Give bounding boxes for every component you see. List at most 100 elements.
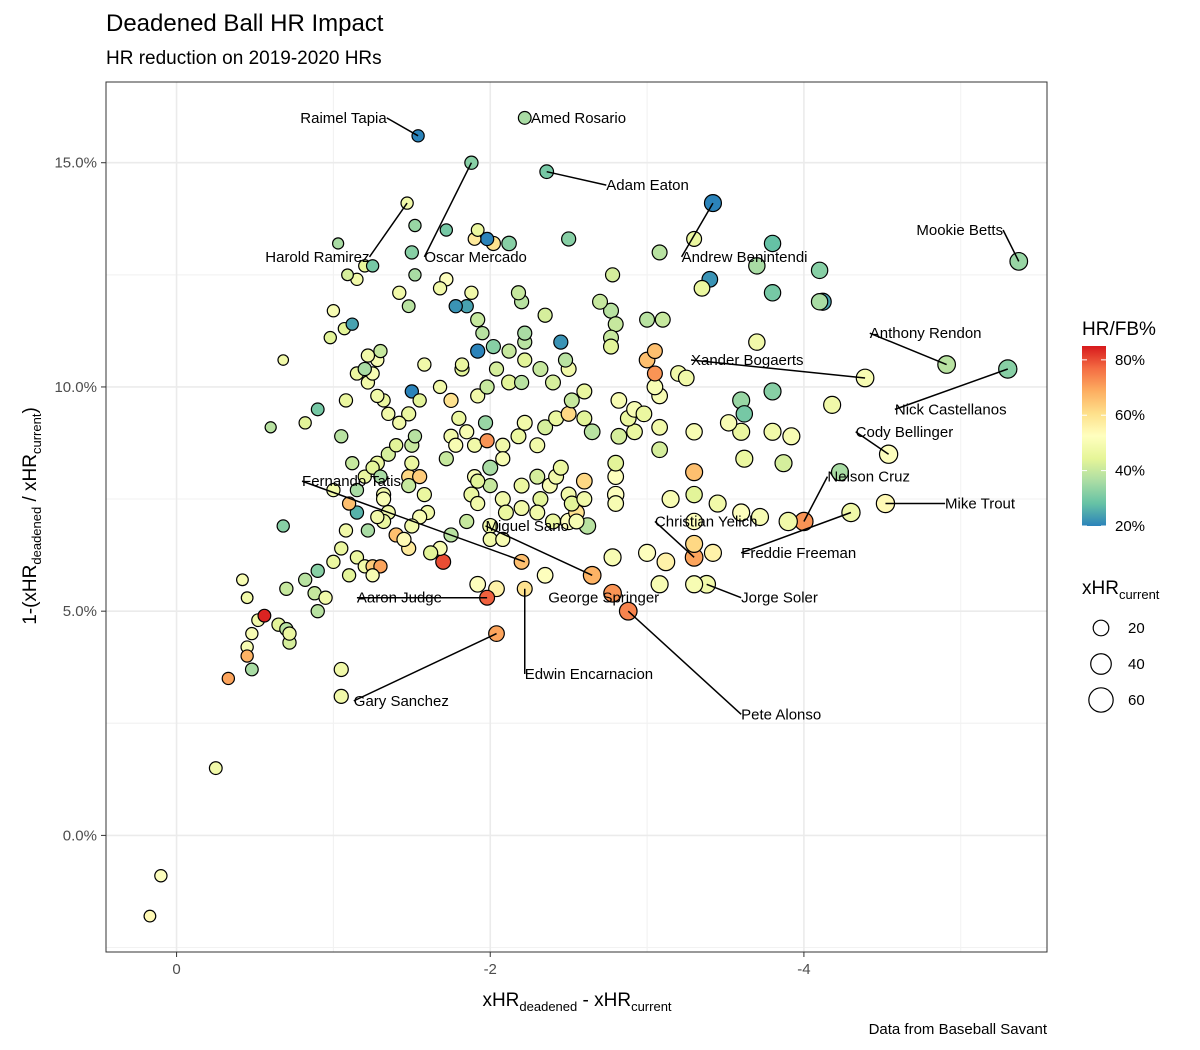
data-point: [404, 245, 420, 260]
data-point: [544, 374, 562, 391]
data-point: [388, 438, 404, 453]
data-point: [602, 338, 620, 355]
data-point: [143, 909, 157, 923]
data-point: [341, 268, 354, 282]
data-point: [245, 626, 259, 641]
data-point: [735, 405, 754, 423]
data-point: [331, 237, 345, 250]
data-point: [357, 469, 372, 484]
data-point: [326, 554, 341, 570]
data-point: [208, 761, 223, 776]
data-point: [501, 235, 517, 252]
data-point: [485, 338, 502, 355]
data-point: [345, 456, 360, 471]
size-legend-label: 20: [1128, 620, 1145, 637]
size-legend-circle: [1090, 653, 1112, 675]
data-point: [333, 661, 349, 678]
data-point: [264, 421, 277, 434]
data-point: [482, 459, 499, 476]
data-point: [470, 388, 486, 404]
data-point: [432, 379, 448, 395]
data-point: [470, 312, 486, 328]
data-point: [341, 568, 357, 583]
data-point: [536, 566, 554, 584]
data-point: [488, 361, 505, 377]
data-point: [607, 316, 624, 333]
data-point: [563, 392, 580, 409]
data-point: [532, 491, 549, 508]
data-point: [373, 559, 388, 574]
data-point: [401, 299, 416, 314]
label-leader-line: [690, 359, 866, 379]
data-point: [823, 395, 842, 414]
data-point: [298, 416, 312, 430]
plot-frame: [105, 81, 1048, 953]
y-axis-title: 1-(xHRdeadened / xHRcurrent): [20, 407, 44, 625]
data-point: [240, 649, 254, 663]
data-point: [276, 519, 290, 533]
data-point: [370, 509, 385, 525]
data-point: [349, 550, 365, 565]
data-point: [338, 523, 354, 538]
data-point: [610, 392, 628, 409]
data-point: [537, 419, 554, 436]
data-point: [392, 285, 407, 300]
data-point: [495, 437, 511, 453]
label-leaders: [301, 117, 1020, 715]
data-point: [282, 626, 297, 641]
data-point: [532, 360, 549, 378]
data-point: [607, 454, 625, 472]
color-legend-label: 80%: [1115, 352, 1145, 369]
data-point: [448, 437, 464, 453]
data-point: [603, 548, 622, 567]
point-label: Miguel Sano: [486, 518, 569, 535]
y-axis-ticks: 0.0% 5.0% 10.0% 15.0%: [54, 155, 106, 844]
data-point: [334, 429, 349, 444]
y-tick-label: 15.0%: [54, 155, 97, 172]
point-label: Christian Yelich: [655, 513, 758, 530]
color-legend-title: HR/FB%: [1082, 319, 1156, 340]
data-point: [513, 374, 530, 391]
point-label: Fernando Tatis: [302, 473, 401, 490]
size-legend-title: xHRcurrent: [1082, 578, 1160, 602]
label-leader-line: [485, 525, 593, 576]
data-point: [529, 468, 546, 485]
data-point: [482, 477, 498, 494]
data-point: [810, 292, 829, 311]
data-point: [576, 410, 593, 427]
size-legend-circle: [1088, 687, 1114, 713]
point-label: Aaron Judge: [357, 590, 442, 607]
data-point: [497, 504, 514, 521]
data-point: [154, 869, 168, 883]
data-point: [341, 496, 357, 511]
size-legend-label: 60: [1128, 692, 1145, 709]
x-axis-title-sub1: deadened: [519, 999, 577, 1014]
data-point: [576, 383, 593, 400]
y-tick-label: 5.0%: [63, 603, 97, 620]
data-point: [529, 504, 546, 521]
data-point: [277, 354, 290, 366]
data-point: [591, 293, 609, 310]
label-leader-line: [680, 202, 714, 258]
size-legend-items: 20 40 60: [1088, 619, 1145, 713]
data-point: [475, 325, 490, 341]
data-point: [685, 423, 703, 441]
data-point: [240, 591, 254, 605]
data-point: [763, 422, 782, 441]
point-label: Oscar Mercado: [424, 249, 527, 266]
y-tick-label: 10.0%: [54, 379, 97, 396]
data-point: [763, 382, 782, 401]
data-point: [656, 552, 676, 572]
plot-area: Raimel Tapia Amed Rosario Adam Eaton Harold…: [105, 81, 1048, 953]
data-point: [685, 534, 704, 553]
data-point: [513, 477, 530, 494]
data-point: [470, 343, 486, 359]
data-point: [495, 451, 511, 467]
data-point: [373, 469, 388, 484]
data-point: [685, 485, 703, 504]
point-label: Jorge Soler: [741, 590, 818, 607]
data-point: [477, 415, 494, 431]
point-label: Amed Rosario: [531, 110, 626, 127]
label-leader-line: [654, 520, 695, 558]
